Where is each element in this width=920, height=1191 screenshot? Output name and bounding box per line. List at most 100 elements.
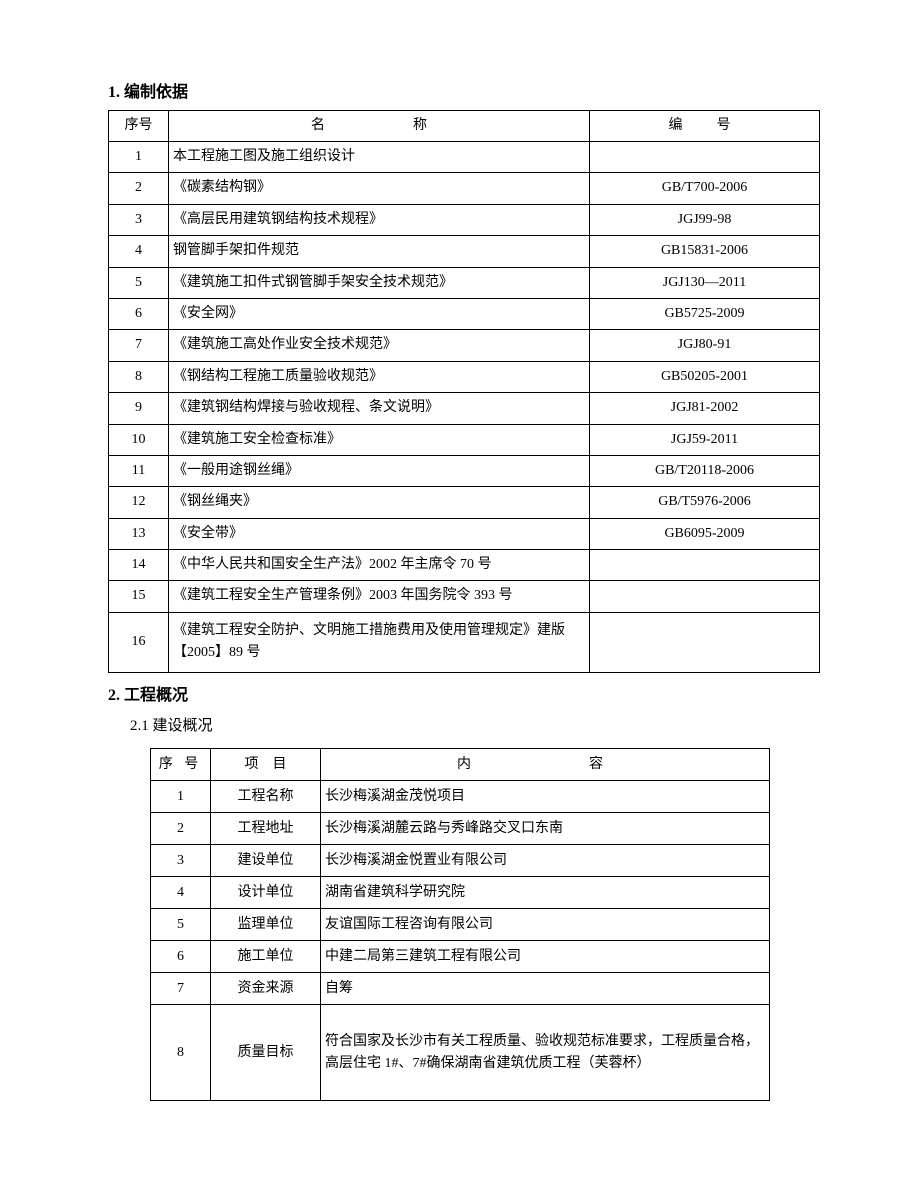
- table-row: 3《高层民用建筑钢结构技术规程》JGJ99-98: [109, 204, 820, 235]
- table2-cell-num: 8: [151, 1005, 211, 1101]
- table1-cell-code: GB/T20118-2006: [590, 455, 820, 486]
- table2-cell-item: 资金来源: [211, 973, 321, 1005]
- table2-cell-num: 4: [151, 877, 211, 909]
- table1-cell-num: 3: [109, 204, 169, 235]
- table2-cell-content: 自筹: [321, 973, 770, 1005]
- table-row: 1本工程施工图及施工组织设计: [109, 141, 820, 172]
- table1-cell-num: 11: [109, 455, 169, 486]
- table1-cell-num: 8: [109, 361, 169, 392]
- table1-cell-num: 6: [109, 298, 169, 329]
- table2-cell-content: 长沙梅溪湖金悦置业有限公司: [321, 845, 770, 877]
- table1-cell-num: 10: [109, 424, 169, 455]
- basis-table: 序号 名 称 编 号 1本工程施工图及施工组织设计2《碳素结构钢》GB/T700…: [108, 110, 820, 673]
- table1-cell-num: 1: [109, 141, 169, 172]
- table-row: 2《碳素结构钢》GB/T700-2006: [109, 173, 820, 204]
- table-row: 6《安全网》GB5725-2009: [109, 298, 820, 329]
- section2-heading: 2. 工程概况: [108, 683, 820, 709]
- table1-cell-name: 《钢结构工程施工质量验收规范》: [169, 361, 590, 392]
- table1-cell-name: 《建筑钢结构焊接与验收规程、条文说明》: [169, 393, 590, 424]
- table1-cell-num: 7: [109, 330, 169, 361]
- table1-cell-num: 5: [109, 267, 169, 298]
- table2-cell-num: 3: [151, 845, 211, 877]
- project-overview-table: 序 号 项 目 内 容 1工程名称长沙梅溪湖金茂悦项目2工程地址长沙梅溪湖麓云路…: [150, 748, 770, 1101]
- table2-header-item: 项 目: [211, 749, 321, 781]
- table2-header-content: 内 容: [321, 749, 770, 781]
- table-row: 15《建筑工程安全生产管理条例》2003 年国务院令 393 号: [109, 581, 820, 612]
- table1-cell-num: 2: [109, 173, 169, 204]
- table2-cell-item: 监理单位: [211, 909, 321, 941]
- table2-cell-content: 湖南省建筑科学研究院: [321, 877, 770, 909]
- table1-cell-code: JGJ59-2011: [590, 424, 820, 455]
- table1-cell-name: 《钢丝绳夹》: [169, 487, 590, 518]
- table2-cell-num: 5: [151, 909, 211, 941]
- table2-cell-num: 2: [151, 813, 211, 845]
- table1-cell-code: [590, 141, 820, 172]
- table1-cell-num: 9: [109, 393, 169, 424]
- table-row: 4钢管脚手架扣件规范GB15831-2006: [109, 236, 820, 267]
- table-row: 13《安全带》GB6095-2009: [109, 518, 820, 549]
- section2-subheading: 2.1 建设概况: [130, 714, 820, 738]
- table1-cell-name: 钢管脚手架扣件规范: [169, 236, 590, 267]
- table2-cell-item: 施工单位: [211, 941, 321, 973]
- table2-cell-num: 7: [151, 973, 211, 1005]
- table1-cell-code: GB/T700-2006: [590, 173, 820, 204]
- table-row: 1工程名称长沙梅溪湖金茂悦项目: [151, 781, 770, 813]
- table1-cell-name: 《建筑施工安全检查标准》: [169, 424, 590, 455]
- table1-cell-name: 《高层民用建筑钢结构技术规程》: [169, 204, 590, 235]
- table-row: 16《建筑工程安全防护、文明施工措施费用及使用管理规定》建版【2005】89 号: [109, 612, 820, 672]
- table-row: 2工程地址长沙梅溪湖麓云路与秀峰路交叉口东南: [151, 813, 770, 845]
- section1-heading: 1. 编制依据: [108, 80, 820, 106]
- table-row: 9《建筑钢结构焊接与验收规程、条文说明》JGJ81-2002: [109, 393, 820, 424]
- table1-cell-code: [590, 581, 820, 612]
- table1-cell-num: 13: [109, 518, 169, 549]
- table-row: 4设计单位湖南省建筑科学研究院: [151, 877, 770, 909]
- table1-cell-code: GB5725-2009: [590, 298, 820, 329]
- table2-cell-content: 友谊国际工程咨询有限公司: [321, 909, 770, 941]
- table2-cell-item: 工程名称: [211, 781, 321, 813]
- table1-cell-code: JGJ99-98: [590, 204, 820, 235]
- table1-cell-num: 4: [109, 236, 169, 267]
- table-row: 6施工单位中建二局第三建筑工程有限公司: [151, 941, 770, 973]
- table2-cell-item: 设计单位: [211, 877, 321, 909]
- table1-cell-num: 16: [109, 612, 169, 672]
- table1-cell-num: 15: [109, 581, 169, 612]
- table1-header-code: 编 号: [590, 110, 820, 141]
- table1-cell-name: 《建筑施工扣件式钢管脚手架安全技术规范》: [169, 267, 590, 298]
- table1-cell-name: 《安全网》: [169, 298, 590, 329]
- table1-cell-num: 12: [109, 487, 169, 518]
- table1-cell-name: 《一般用途钢丝绳》: [169, 455, 590, 486]
- table1-cell-name: 《建筑工程安全生产管理条例》2003 年国务院令 393 号: [169, 581, 590, 612]
- table2-cell-content: 长沙梅溪湖麓云路与秀峰路交叉口东南: [321, 813, 770, 845]
- table-row: 7资金来源自筹: [151, 973, 770, 1005]
- table2-cell-item: 建设单位: [211, 845, 321, 877]
- table2-header-num: 序 号: [151, 749, 211, 781]
- table-row: 5《建筑施工扣件式钢管脚手架安全技术规范》JGJ130—2011: [109, 267, 820, 298]
- table-row: 8质量目标符合国家及长沙市有关工程质量、验收规范标准要求，工程质量合格，高层住宅…: [151, 1005, 770, 1101]
- table1-cell-code: GB15831-2006: [590, 236, 820, 267]
- table2-cell-content: 长沙梅溪湖金茂悦项目: [321, 781, 770, 813]
- table1-cell-name: 《中华人民共和国安全生产法》2002 年主席令 70 号: [169, 550, 590, 581]
- table1-cell-num: 14: [109, 550, 169, 581]
- table1-cell-code: GB50205-2001: [590, 361, 820, 392]
- table-row: 12《钢丝绳夹》GB/T5976-2006: [109, 487, 820, 518]
- table1-cell-code: JGJ130—2011: [590, 267, 820, 298]
- table-row: 8《钢结构工程施工质量验收规范》GB50205-2001: [109, 361, 820, 392]
- table1-cell-code: [590, 550, 820, 581]
- table-row: 10《建筑施工安全检查标准》JGJ59-2011: [109, 424, 820, 455]
- table2-cell-content: 符合国家及长沙市有关工程质量、验收规范标准要求，工程质量合格，高层住宅 1#、7…: [321, 1005, 770, 1101]
- table1-cell-code: GB6095-2009: [590, 518, 820, 549]
- table1-header-row: 序号 名 称 编 号: [109, 110, 820, 141]
- table2-cell-num: 6: [151, 941, 211, 973]
- table-row: 5监理单位友谊国际工程咨询有限公司: [151, 909, 770, 941]
- table-row: 7《建筑施工高处作业安全技术规范》JGJ80-91: [109, 330, 820, 361]
- table2-cell-num: 1: [151, 781, 211, 813]
- table1-cell-code: GB/T5976-2006: [590, 487, 820, 518]
- table1-cell-code: JGJ80-91: [590, 330, 820, 361]
- table-row: 14《中华人民共和国安全生产法》2002 年主席令 70 号: [109, 550, 820, 581]
- table2-cell-content: 中建二局第三建筑工程有限公司: [321, 941, 770, 973]
- table1-cell-name: 本工程施工图及施工组织设计: [169, 141, 590, 172]
- table1-cell-name: 《建筑施工高处作业安全技术规范》: [169, 330, 590, 361]
- table1-cell-name: 《建筑工程安全防护、文明施工措施费用及使用管理规定》建版【2005】89 号: [169, 612, 590, 672]
- table1-cell-code: JGJ81-2002: [590, 393, 820, 424]
- table1-header-name: 名 称: [169, 110, 590, 141]
